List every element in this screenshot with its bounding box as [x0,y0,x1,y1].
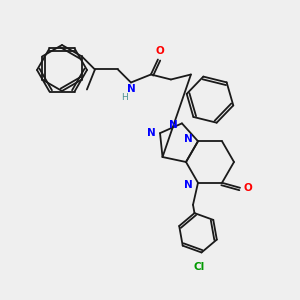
Text: N: N [169,120,178,130]
Text: O: O [155,46,164,56]
Text: N: N [127,85,135,94]
Text: H: H [122,92,128,101]
Text: O: O [244,183,252,193]
Text: N: N [147,128,156,138]
Text: N: N [184,180,193,190]
Text: Cl: Cl [194,262,205,272]
Text: N: N [184,134,193,144]
